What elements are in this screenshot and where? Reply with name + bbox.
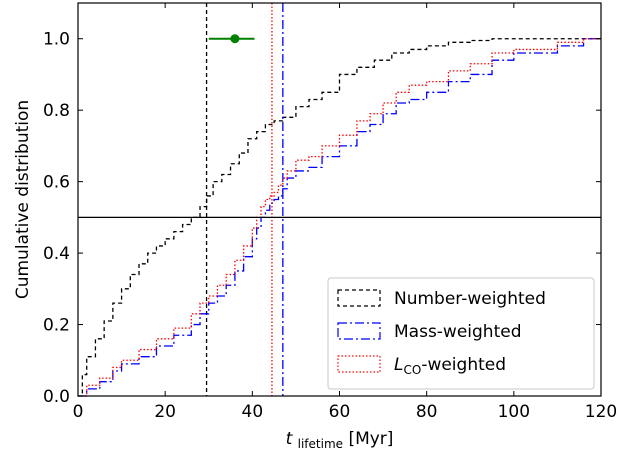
legend-swatch-0	[337, 289, 381, 307]
legend-label-2: LCO-weighted	[394, 355, 506, 377]
legend-label-1: Mass-weighted	[394, 322, 522, 342]
series-line-2	[78, 38, 601, 397]
x-tick-label: 80	[416, 402, 438, 422]
legend-label-0: Number-weighted	[394, 289, 546, 309]
y-tick-label: 0.8	[43, 101, 70, 121]
x-tick-label: 20	[154, 402, 176, 422]
series-line-0	[78, 38, 601, 397]
legend-items: Number-weighted Mass-weighted LCO-weighted	[337, 289, 546, 377]
y-tick-label: 0.2	[43, 316, 70, 336]
y-axis-label: Cumulative distribution	[13, 100, 33, 299]
y-tick-label: 0.6	[43, 173, 70, 193]
x-tick-label: 0	[73, 402, 84, 422]
y-tick-label: 0.4	[43, 244, 70, 264]
x-axis-label-main: t	[286, 429, 294, 449]
x-tick-label: 60	[329, 402, 351, 422]
x-axis-label-unit: [Myr]	[348, 429, 393, 449]
x-tick-label: 100	[498, 402, 530, 422]
series-line-1	[78, 38, 601, 397]
x-axis-label-sub: lifetime	[298, 437, 343, 451]
legend-swatch-1	[337, 322, 381, 340]
legend: Number-weighted Mass-weighted LCO-weighted	[327, 277, 595, 390]
plot-marks	[78, 3, 601, 397]
legend-swatch-2	[337, 355, 381, 373]
legend-box	[327, 277, 595, 390]
axis-ticks: 0 20 40 60 80 100 120 0.0 0.2 0.4 0.6 0.8 1.0	[43, 3, 617, 422]
y-tick-label: 1.0	[43, 30, 70, 50]
x-axis-label: t lifetime [Myr]	[286, 429, 394, 452]
errorbar-point	[230, 34, 240, 44]
y-tick-label: 0.0	[43, 387, 70, 407]
x-tick-label: 40	[242, 402, 264, 422]
x-tick-label: 120	[585, 402, 617, 422]
